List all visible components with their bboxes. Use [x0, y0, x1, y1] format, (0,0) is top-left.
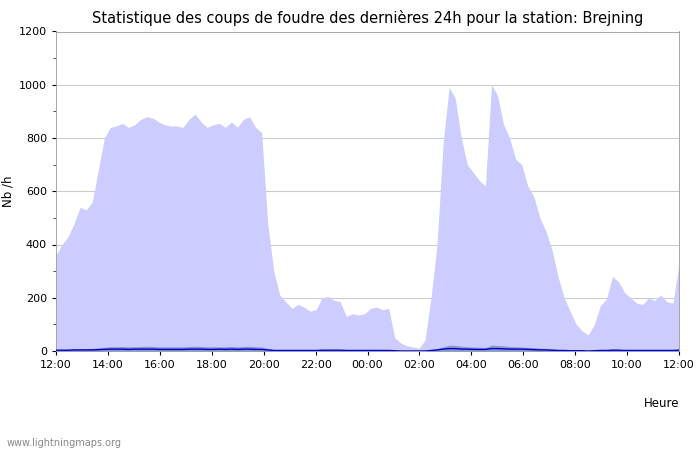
- Text: www.lightningmaps.org: www.lightningmaps.org: [7, 438, 122, 448]
- Text: Heure: Heure: [643, 397, 679, 410]
- Y-axis label: Nb /h: Nb /h: [1, 176, 15, 207]
- Title: Statistique des coups de foudre des dernières 24h pour la station: Brejning: Statistique des coups de foudre des dern…: [92, 10, 643, 26]
